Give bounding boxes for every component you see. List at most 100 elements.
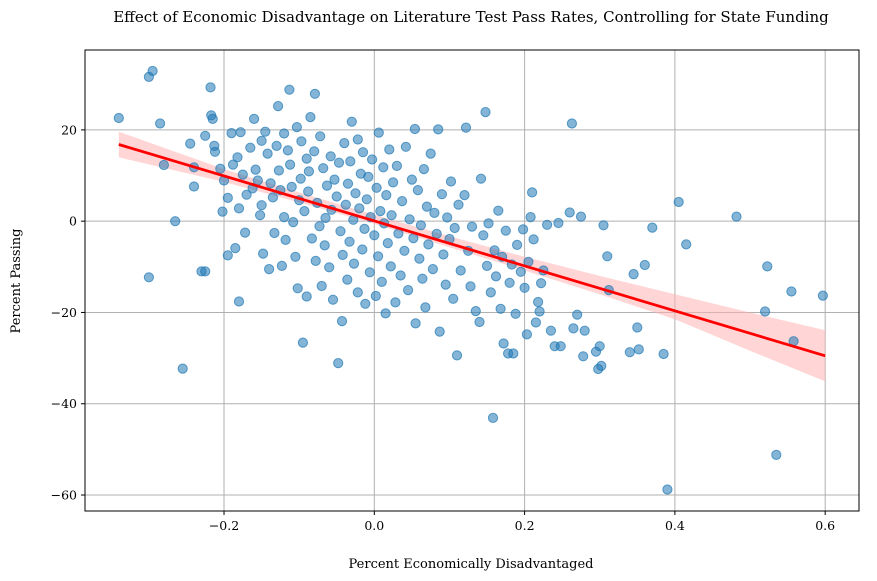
data-point: [662, 484, 673, 495]
data-point: [525, 212, 536, 223]
data-point: [564, 207, 575, 218]
data-point: [478, 230, 489, 241]
data-point: [384, 144, 395, 155]
axis-ticks: −0.2 0.0 0.2 0.4 0.6 −60 −40 −20 0 20: [51, 122, 836, 533]
data-point: [233, 203, 245, 214]
data-point: [209, 146, 221, 157]
data-points: [113, 65, 829, 495]
data-point: [249, 113, 260, 125]
data-point: [256, 200, 267, 211]
data-point: [331, 191, 342, 202]
data-point: [260, 126, 271, 137]
data-point: [403, 285, 414, 296]
data-point: [485, 287, 496, 298]
data-point: [487, 412, 499, 423]
data-point: [315, 131, 326, 142]
data-point: [217, 206, 228, 217]
data-point: [378, 162, 389, 173]
data-point: [530, 317, 542, 328]
data-point: [240, 227, 251, 238]
data-point: [342, 274, 353, 285]
data-point: [483, 218, 494, 229]
data-point: [493, 205, 504, 216]
data-point: [279, 128, 290, 139]
data-point: [448, 293, 459, 304]
data-point: [555, 341, 566, 352]
data-point: [386, 210, 397, 221]
data-point: [436, 189, 447, 200]
data-point: [291, 122, 302, 133]
data-point: [230, 243, 241, 254]
data-point: [336, 316, 348, 327]
data-point: [453, 199, 464, 210]
data-point: [417, 273, 428, 284]
data-point: [301, 291, 312, 302]
confidence-band-area: [118, 131, 826, 382]
x-tick-label: 0.0: [364, 518, 384, 533]
data-point: [490, 271, 502, 282]
data-point: [310, 255, 321, 266]
data-point: [406, 174, 417, 185]
y-axis-label: Percent Passing: [9, 229, 24, 334]
data-point: [301, 153, 312, 164]
data-point: [681, 239, 692, 250]
data-point: [369, 230, 380, 241]
data-point: [292, 283, 303, 294]
data-point: [333, 157, 345, 168]
data-point: [504, 277, 515, 288]
data-point: [207, 113, 218, 125]
data-point: [258, 248, 269, 259]
data-point: [113, 112, 124, 124]
x-tick-label: −0.2: [209, 518, 239, 533]
data-point: [340, 199, 351, 210]
data-point: [418, 164, 429, 175]
data-point: [345, 156, 356, 167]
data-point: [602, 251, 613, 262]
data-point: [658, 348, 669, 360]
data-point: [155, 118, 166, 129]
data-point: [673, 196, 684, 208]
data-point: [786, 286, 797, 297]
data-point: [632, 322, 643, 333]
data-point: [361, 194, 372, 205]
data-point: [510, 308, 521, 319]
data-point: [470, 306, 481, 317]
data-point: [449, 222, 460, 234]
data-point: [596, 360, 607, 371]
data-point: [440, 279, 451, 290]
data-point: [200, 130, 211, 141]
data-point: [271, 140, 282, 151]
data-point: [376, 276, 387, 287]
data-point: [282, 145, 293, 156]
data-point: [222, 250, 233, 261]
data-point: [388, 177, 399, 188]
data-point: [226, 128, 237, 139]
data-point: [500, 225, 511, 236]
data-point: [321, 180, 333, 191]
y-tick-label: −20: [51, 305, 77, 320]
data-point: [170, 216, 181, 227]
regression-line: [118, 143, 826, 358]
data-point: [762, 261, 773, 272]
data-point: [542, 219, 553, 230]
data-point: [288, 217, 299, 228]
data-point: [367, 154, 378, 165]
data-point: [480, 107, 491, 118]
data-point: [390, 297, 401, 308]
data-point: [316, 280, 327, 292]
data-point: [335, 226, 346, 237]
data-point: [481, 260, 493, 271]
data-point: [352, 287, 363, 298]
data-point: [385, 261, 396, 272]
data-point: [429, 207, 440, 218]
data-point: [284, 84, 295, 95]
data-point: [285, 159, 296, 170]
data-point: [232, 152, 243, 163]
data-point: [276, 260, 287, 271]
data-point: [553, 217, 564, 229]
data-point: [241, 189, 252, 200]
data-point: [534, 306, 545, 317]
data-point: [256, 135, 267, 146]
data-point: [359, 223, 370, 234]
